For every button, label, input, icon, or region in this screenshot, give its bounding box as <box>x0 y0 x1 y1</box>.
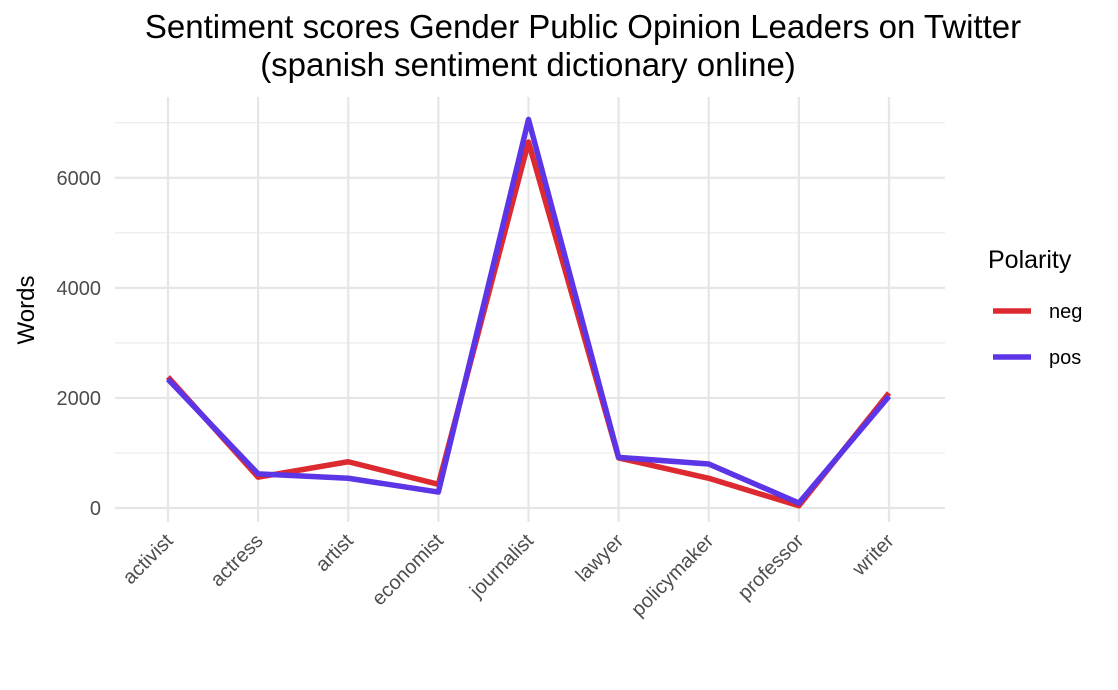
x-axis-ticks: activist actress artist economist journalist… <box>119 530 899 621</box>
grid-lines <box>115 97 945 522</box>
series-line-neg <box>165 139 892 509</box>
x-tick-label: professor <box>734 530 809 605</box>
chart-title-line1: Sentiment scores Gender Public Opinion L… <box>144 8 1022 45</box>
legend-label-pos: pos <box>1049 347 1081 369</box>
y-axis-ticks: 0 2000 4000 6000 <box>57 168 102 520</box>
series-line-pos <box>166 116 892 506</box>
legend-label-neg: neg <box>1049 301 1082 323</box>
y-axis-title: Words <box>13 276 40 345</box>
legend: Polarity neg pos <box>988 246 1082 369</box>
x-tick-label: activist <box>119 530 178 589</box>
x-tick-label: lawyer <box>572 530 629 587</box>
legend-title: Polarity <box>988 246 1072 274</box>
x-tick-label: writer <box>848 530 899 581</box>
y-tick-label: 0 <box>90 498 101 520</box>
x-tick-label: journalist <box>465 530 538 603</box>
chart-subtitle: (spanish sentiment dictionary online) <box>260 46 796 83</box>
y-tick-label: 6000 <box>57 168 102 190</box>
x-tick-label: actress <box>207 530 268 591</box>
chart-title: Sentiment scores Gender Public Opinion L… <box>0 8 1118 84</box>
x-tick-label: artist <box>312 530 359 577</box>
x-tick-label: economist <box>368 530 448 610</box>
y-tick-label: 4000 <box>57 278 102 300</box>
series-lines <box>165 116 892 509</box>
y-tick-label: 2000 <box>57 388 102 410</box>
x-tick-label: policymaker <box>627 530 718 621</box>
